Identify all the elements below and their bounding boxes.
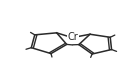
Text: Cr: Cr	[67, 32, 78, 42]
